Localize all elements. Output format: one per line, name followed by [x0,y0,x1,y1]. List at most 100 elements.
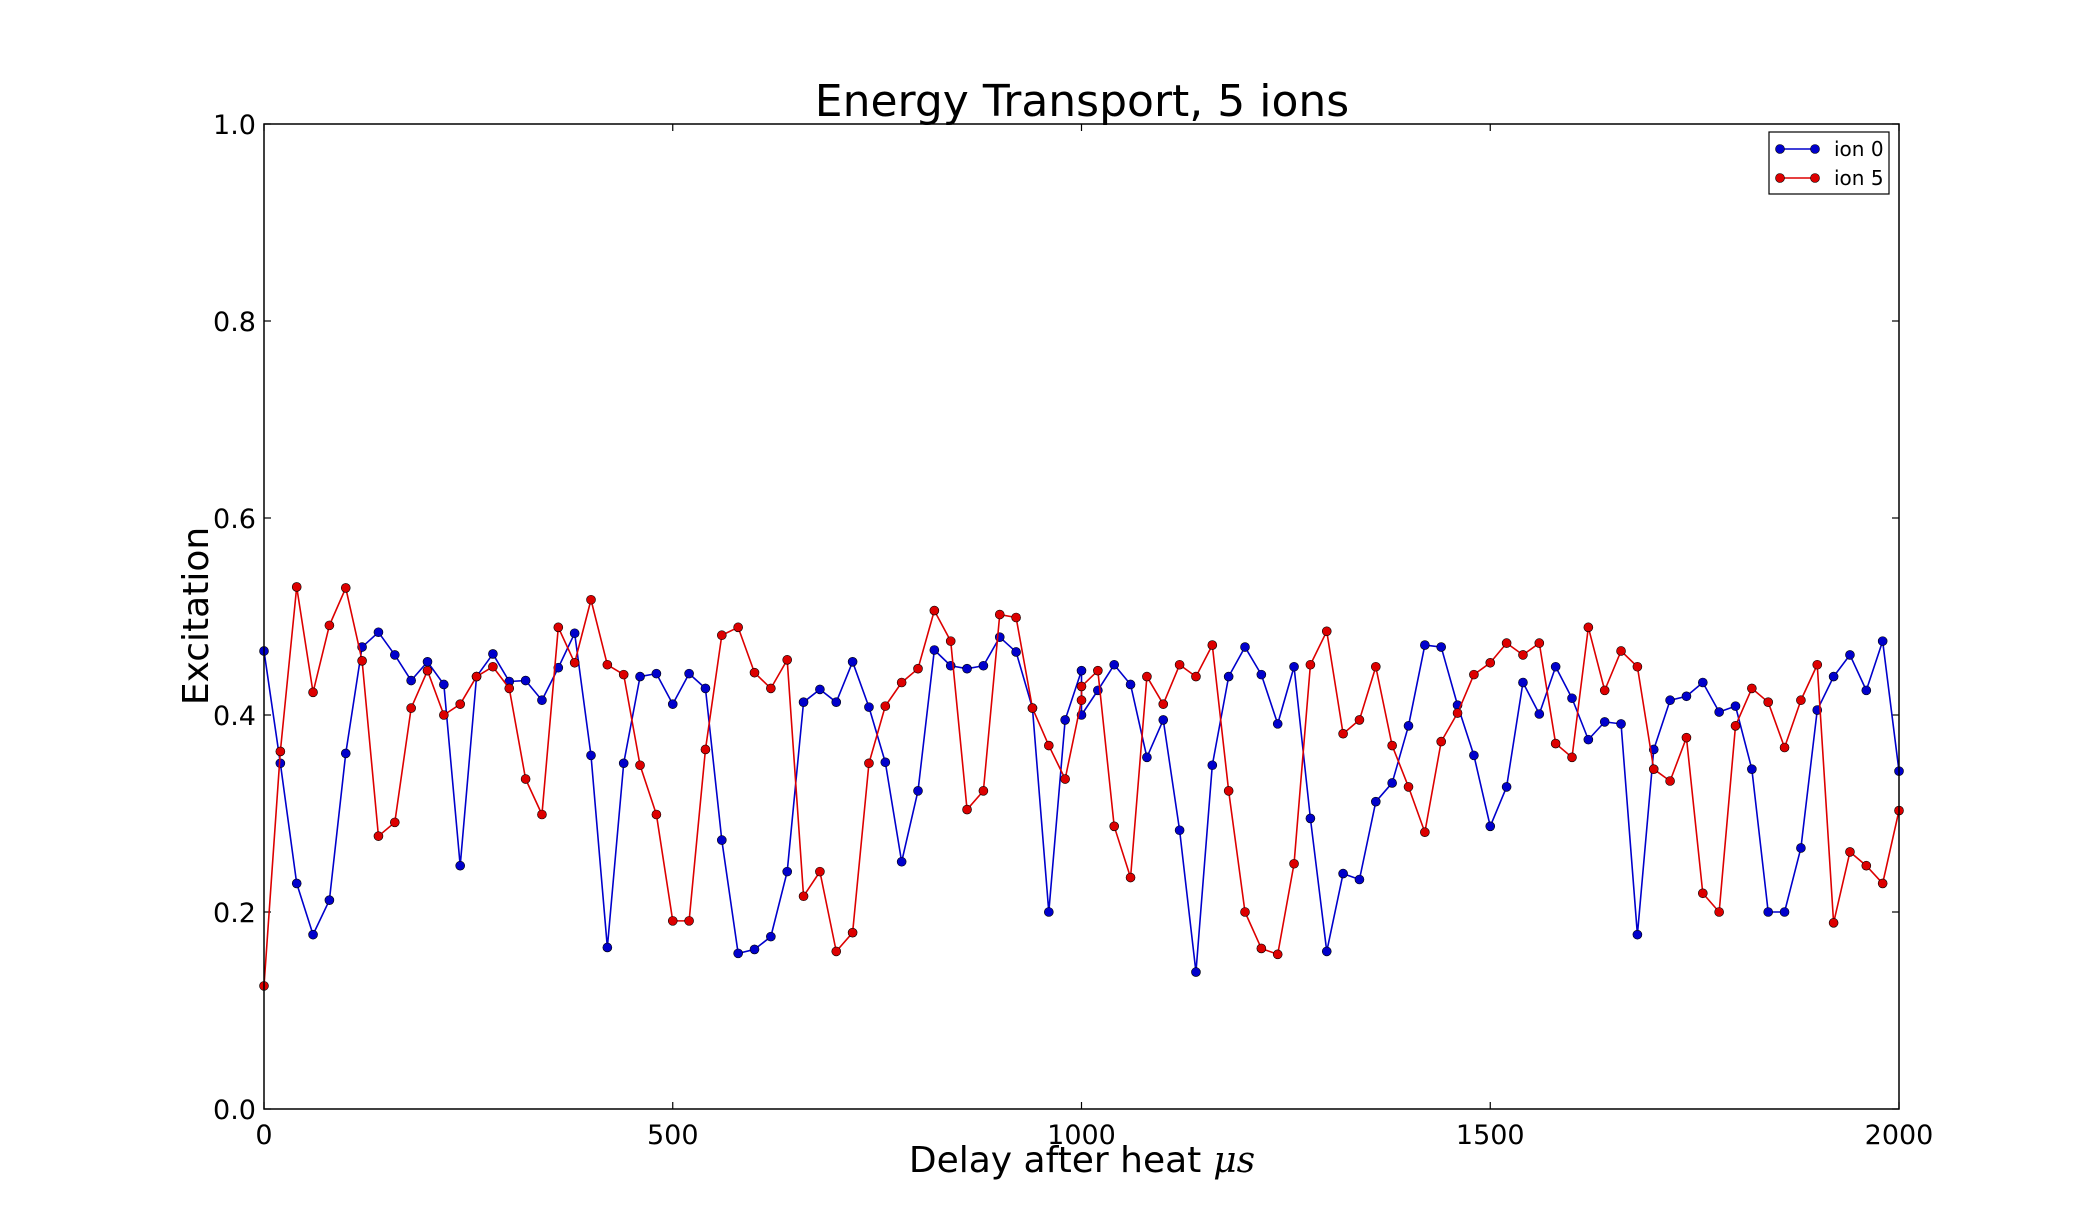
data-point [1321,626,1332,637]
data-point [504,683,515,694]
data-point [586,594,596,605]
data-point [1518,677,1528,688]
data-point [994,609,1005,620]
data-point [1256,943,1267,954]
data-point [716,835,727,845]
data-point [1567,693,1577,704]
data-point [1027,703,1038,713]
data-point [389,817,400,828]
data-point [291,878,302,889]
data-point [1223,671,1234,682]
data-point [1796,843,1806,853]
data-point [733,948,743,959]
data-point [1747,683,1757,694]
data-point [798,697,809,707]
data-point [635,760,645,771]
data-point [1191,671,1201,682]
data-point [1616,719,1626,729]
data-point [308,687,318,698]
data-point [1207,640,1218,650]
data-point [586,750,596,761]
data-point [1240,907,1250,917]
y-tick-label: 0.4 [213,701,256,732]
y-tick-label: 0.8 [213,307,256,338]
legend-marker-ion-0 [1775,144,1785,154]
data-point [864,758,874,769]
legend-label-ion-0: ion 0 [1834,137,1884,161]
x-tick-label: 0 [255,1120,272,1151]
data-point [1828,918,1839,928]
data-point [700,744,711,755]
data-point [1698,677,1708,688]
y-tick-label: 0.0 [213,1095,256,1126]
legend-marker-ion-5 [1775,173,1785,183]
data-point [1354,874,1365,885]
data-point [1272,719,1283,729]
data-point [1469,750,1479,761]
data-point [1714,907,1724,917]
data-point [1093,665,1103,676]
data-point [488,661,498,672]
data-point [1763,907,1773,917]
data-point [1109,821,1119,832]
data-point [1583,622,1594,633]
data-point [1158,715,1169,725]
data-point [749,667,760,678]
data-point [1289,858,1299,869]
data-point [1452,708,1463,718]
data-point [1076,681,1087,692]
data-point [1305,813,1316,824]
plot-frame [263,123,1900,1110]
series-ion-5 [259,582,1904,991]
data-point [831,697,842,707]
data-point [1240,642,1250,652]
data-point [1142,671,1152,682]
data-point [1599,717,1610,727]
data-point [537,695,547,706]
data-point [1779,907,1790,917]
data-point [913,786,923,796]
data-point [1076,665,1087,676]
data-point [1289,661,1299,672]
data-point [880,701,891,711]
data-point [1665,695,1675,706]
data-point [520,774,531,784]
legend-label-ion-5: ion 5 [1834,166,1884,190]
tick-layer: 0 500 1000 1500 2000 0.0 0.2 0.4 0.6 0.8 1.0 [213,110,1933,1151]
data-point [962,804,972,815]
data-point [1436,736,1446,747]
data-point [422,657,433,667]
data-point [1420,827,1430,838]
data-point [1109,659,1119,670]
series-layer [259,582,1904,991]
data-point [945,636,956,646]
data-point [749,944,760,955]
data-point [1518,650,1528,660]
data-point [1207,760,1218,771]
data-point [1681,732,1692,743]
data-point [635,671,645,682]
data-point [406,703,416,713]
data-point [1403,721,1414,731]
data-point [978,660,989,671]
data-point [1877,636,1888,646]
data-point [1567,752,1577,763]
data-point [684,916,694,926]
data-point [782,866,793,877]
data-point [929,605,940,616]
data-point [1354,715,1365,725]
data-point [831,946,842,957]
data-point [1011,647,1021,657]
data-point [1174,825,1185,836]
data-point [1665,776,1675,786]
data-point [1534,638,1545,648]
data-point [700,683,711,694]
data-point [766,931,776,942]
data-point [1845,650,1855,660]
data-point [1796,695,1806,706]
data-point [798,891,809,902]
legend-marker-ion-5 [1810,173,1820,183]
legend-marker-ion-0 [1810,144,1820,154]
data-point [357,656,367,666]
data-point [1648,764,1659,774]
